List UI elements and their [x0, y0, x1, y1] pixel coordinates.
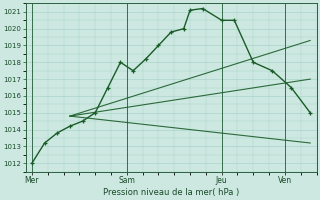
X-axis label: Pression niveau de la mer( hPa ): Pression niveau de la mer( hPa ) [103, 188, 239, 197]
